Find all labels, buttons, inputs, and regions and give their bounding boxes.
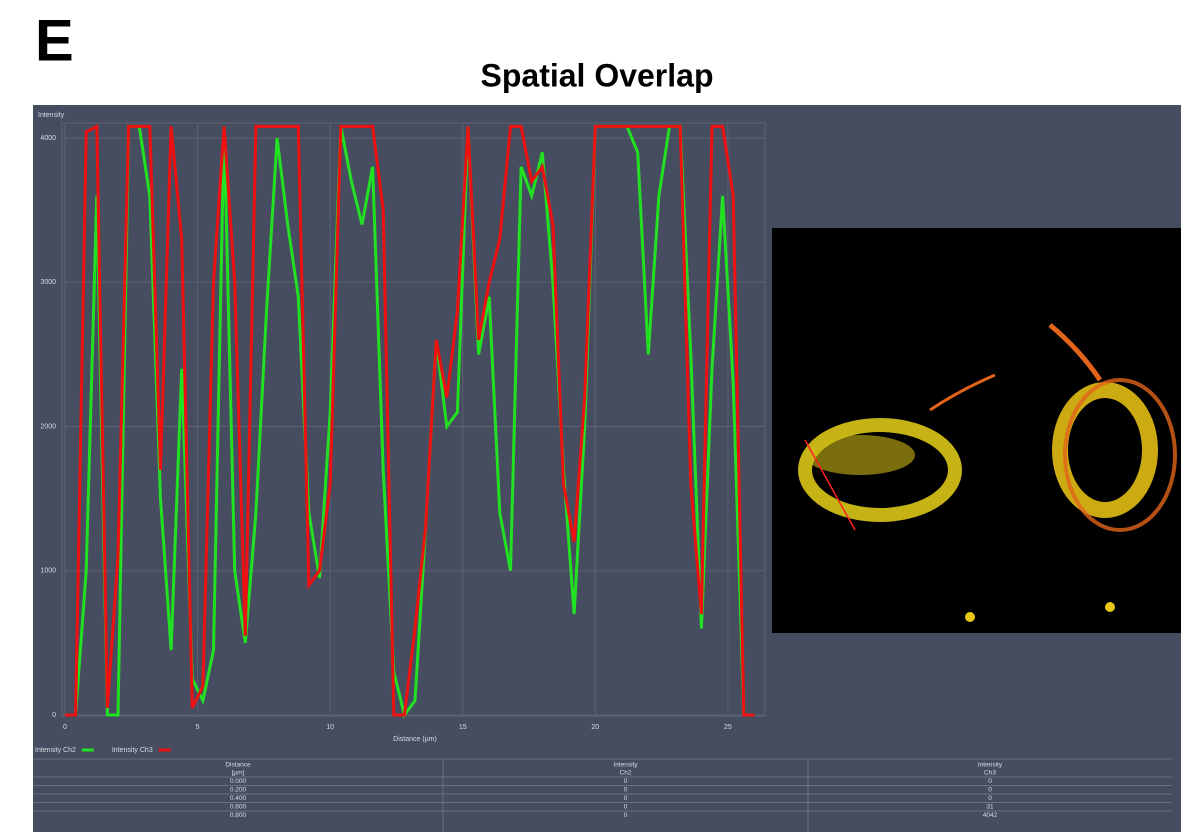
microscopy-image	[772, 228, 1181, 633]
legend-label: Intensity Ch2	[35, 747, 76, 754]
x-tick-label: 10	[326, 724, 334, 731]
table-header: [µm]	[232, 770, 245, 777]
table-header: Ch3	[984, 770, 996, 777]
table-cell: 0.600	[230, 804, 247, 811]
y-tick-label: 4000	[40, 135, 56, 142]
chart-title: Spatial Overlap	[481, 57, 714, 93]
table-header: Intensity	[613, 762, 638, 769]
x-tick-label: 20	[591, 724, 599, 731]
table-cell: 0	[624, 778, 628, 785]
table-cell: 0	[624, 795, 628, 802]
spot	[1105, 602, 1115, 612]
x-tick-label: 0	[63, 724, 67, 731]
table-cell: 0	[988, 795, 992, 802]
table-cell: 0.200	[230, 787, 247, 794]
y-tick-label: 0	[52, 712, 56, 719]
legend-label: Intensity Ch3	[112, 747, 153, 754]
table-cell: 0	[988, 778, 992, 785]
y-tick-label: 2000	[40, 423, 56, 430]
table-cell: 0	[988, 787, 992, 794]
table-header: Intensity	[978, 762, 1003, 769]
table-cell: 4042	[983, 812, 998, 819]
x-axis-label: Distance (µm)	[393, 736, 437, 743]
table-cell: 0	[624, 804, 628, 811]
spot	[965, 612, 975, 622]
x-tick-label: 15	[459, 724, 467, 731]
figure: E Spatial Overlap Intensity Distance (µm…	[0, 0, 1181, 832]
table-cell: 0	[624, 812, 628, 819]
table-header: Distance	[225, 762, 251, 769]
page: {"panel_label": "E", "chart_data": {"typ…	[0, 0, 1181, 832]
table-cell: 0	[624, 787, 628, 794]
x-tick-label: 25	[724, 724, 732, 731]
y-tick-label: 3000	[40, 279, 56, 286]
table-cell: 0.000	[230, 778, 247, 785]
table-cell: 0.400	[230, 795, 247, 802]
table-cell: 31	[986, 804, 994, 811]
x-tick-label: 5	[196, 724, 200, 731]
y-axis-label: Intensity	[38, 112, 65, 119]
table-cell: 0.800	[230, 812, 247, 819]
panel-label: E	[35, 8, 74, 73]
table-header: Ch2	[620, 770, 632, 777]
y-tick-label: 1000	[40, 568, 56, 575]
